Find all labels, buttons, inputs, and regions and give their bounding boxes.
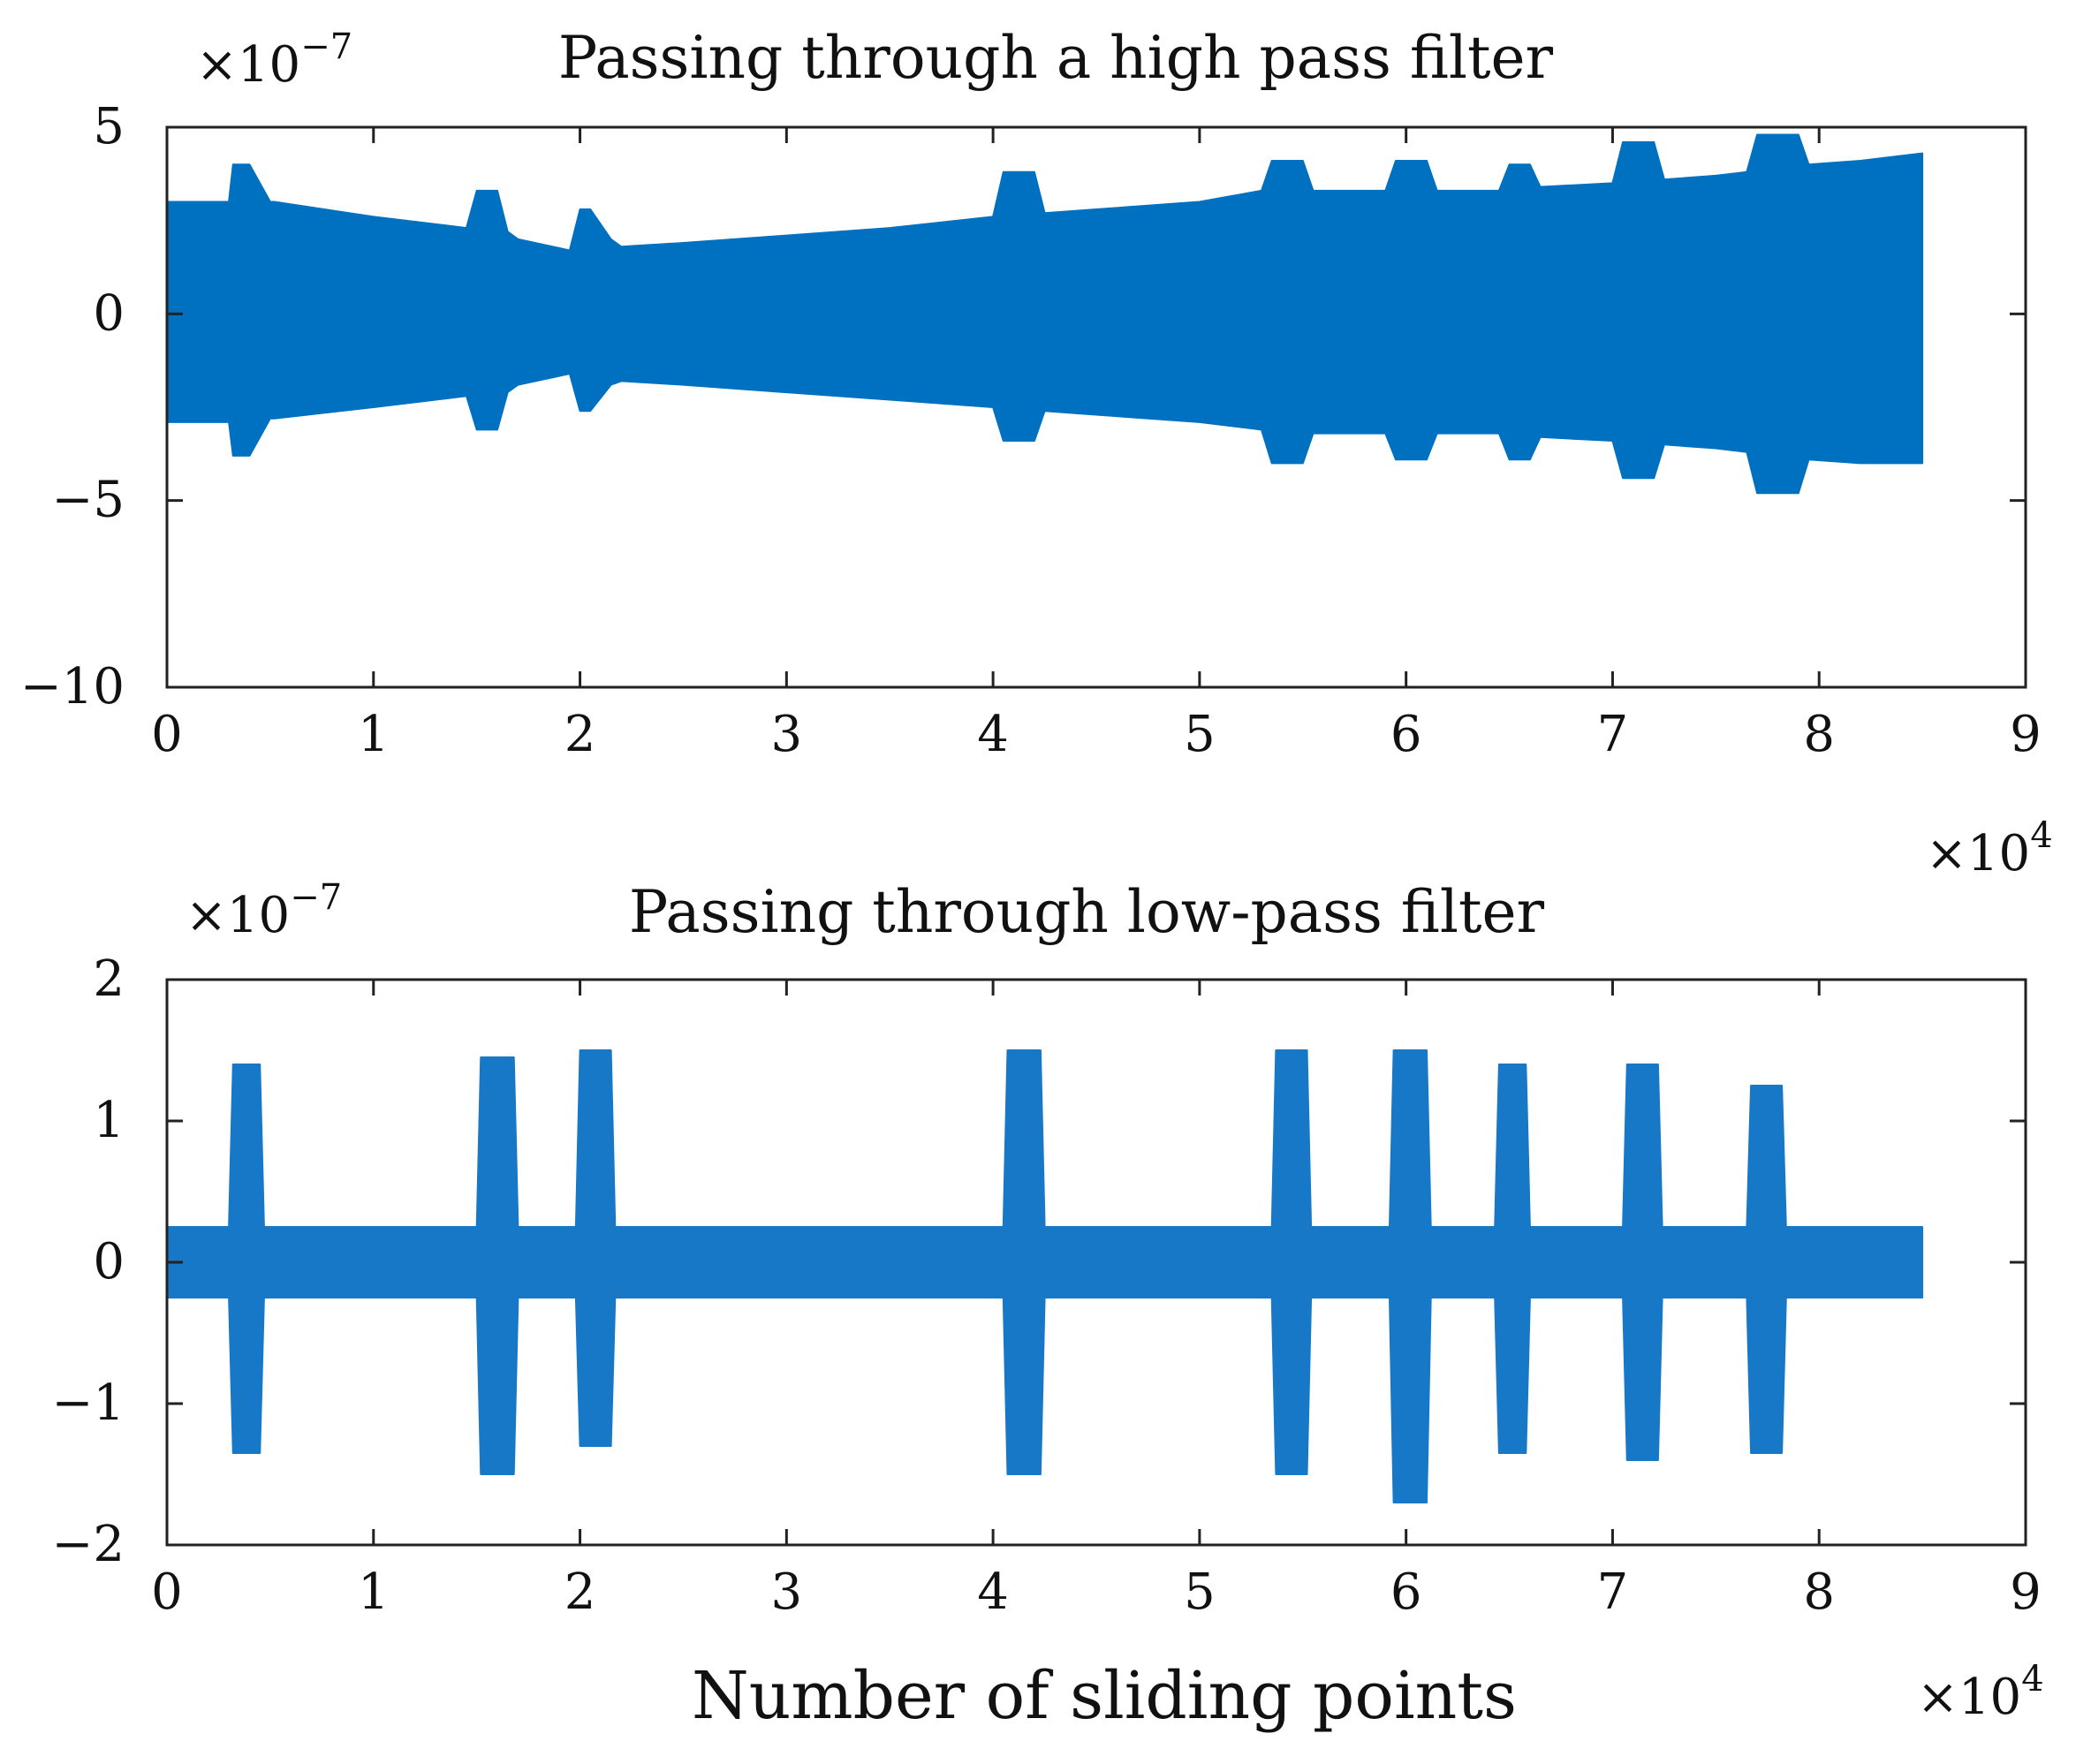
x-tick-label: 2 [564, 1563, 596, 1621]
y-tick-label: 1 [93, 1092, 125, 1149]
plot-frame-top [165, 125, 2027, 689]
x-multiplier-top: ×104 [1926, 815, 2053, 882]
x-ticks-bottom: 0 1 2 3 4 5 6 7 8 9 [151, 980, 2042, 1621]
x-ticks-top: 0 1 2 3 4 5 6 7 8 9 [151, 127, 2042, 763]
x-tick-label: 6 [1390, 1563, 1422, 1621]
x-tick-label: 4 [977, 706, 1009, 763]
y-ticks-top: 5 0 −5 −10 [20, 98, 2026, 715]
x-tick-label: 5 [1184, 706, 1216, 763]
y-tick-label: 0 [93, 284, 125, 342]
x-tick-label: 0 [151, 1563, 183, 1621]
signal-band-top [166, 133, 1924, 495]
y-tick-label: −10 [20, 658, 125, 715]
x-tick-label: 2 [564, 706, 596, 763]
series-layer-top [166, 133, 1924, 495]
x-tick-label: 1 [358, 1563, 390, 1621]
x-tick-label: 4 [977, 1563, 1009, 1621]
y-tick-label: −5 [51, 472, 125, 529]
x-tick-label: 3 [771, 706, 803, 763]
chart-title-top: Passing through a high pass filter [558, 24, 1554, 92]
chart-title-bottom: Passing through low-pass filter [629, 878, 1545, 946]
chart-high-pass: ×10−7 Passing through a high pass filter… [20, 24, 2053, 882]
y-tick-label: −1 [51, 1374, 125, 1432]
chart-low-pass: ×10−7 Passing through low-pass filter 0 1… [51, 877, 2043, 1734]
series-layer-bottom [166, 1049, 1924, 1503]
y-tick-label: 0 [93, 1233, 125, 1291]
y-tick-label: 5 [93, 98, 125, 155]
x-axis-label-bottom: Number of sliding points [692, 1658, 1517, 1734]
x-tick-label: 8 [1803, 706, 1835, 763]
y-multiplier-top: ×10−7 [196, 26, 352, 94]
y-tick-label: 2 [93, 950, 125, 1008]
x-tick-label: 9 [2010, 1563, 2042, 1621]
x-tick-label: 1 [358, 706, 390, 763]
x-tick-label: 9 [2010, 706, 2042, 763]
x-tick-label: 7 [1597, 706, 1629, 763]
signal-band-bottom [166, 1049, 1924, 1503]
y-tick-label: −2 [51, 1516, 125, 1573]
x-tick-label: 0 [151, 706, 183, 763]
x-multiplier-bottom: ×104 [1917, 1659, 2044, 1726]
x-tick-label: 5 [1184, 1563, 1216, 1621]
x-tick-label: 3 [771, 1563, 803, 1621]
y-multiplier-bottom: ×10−7 [186, 877, 342, 944]
y-ticks-bottom: 2 1 0 −1 −2 [51, 950, 2026, 1573]
x-tick-label: 7 [1597, 1563, 1629, 1621]
x-tick-label: 8 [1803, 1563, 1835, 1621]
x-tick-label: 6 [1390, 706, 1422, 763]
